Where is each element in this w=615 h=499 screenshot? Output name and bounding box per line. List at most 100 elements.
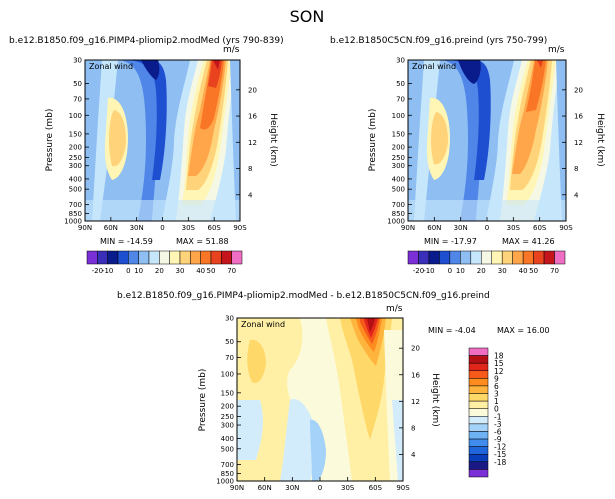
panel-2-y2-axis-label: Height (km) [595,113,605,167]
x-tick-label: 60S [533,224,547,232]
colorbar-label: -10 [423,267,434,275]
panel-2-easterly-max [458,60,481,84]
colorbar-swatch [468,438,489,447]
panel-1-sh-jet-max [213,60,220,70]
colorbar-label: 0 [494,405,499,414]
panel-1-field [85,60,240,221]
colorbar-swatch [470,250,482,265]
panel-3-tropical-negative [280,399,317,481]
colorbar-swatch [107,250,119,265]
y-tick-label: 30 [396,57,405,65]
colorbar-swatch [460,250,472,265]
colorbar-label: -10 [102,267,113,275]
colorbar-label: 50 [207,267,216,275]
colorbar-label: 6 [494,382,499,391]
x-tick-label: 30N [454,224,468,232]
panel-2-title: b.e12.B1850C5CN.f09_g16.preind (yrs 750-… [330,36,547,46]
colorbar-label: -15 [494,450,506,459]
panel-1-colorbar: -20-10 0 10 20 30 40 50 70 [86,250,243,275]
x-tick-label: 90S [396,484,410,492]
colorbar-swatch [468,408,489,417]
y-tick-label: 50 [73,80,82,88]
y-tick-label: 200 [221,403,234,411]
colorbar-label: 3 [494,390,499,399]
colorbar-label: 50 [529,267,538,275]
x-tick-label: 30S [507,224,521,232]
x-tick-label: 0 [318,484,322,492]
panel-3-y-axis-label: Pressure (mb) [198,369,208,432]
y2-tick-label: 4 [574,191,579,199]
colorbar-label: 40 [519,267,528,275]
y-tick-label: 30 [225,315,234,323]
colorbar-swatch [148,250,160,265]
y2-tick-label: 4 [248,191,253,199]
colorbar-swatch [468,416,489,425]
panel-3-y2-ticks: 20 16 12 8 4 [399,345,420,459]
x-tick-label: 30N [285,484,299,492]
colorbar-swatch [138,250,150,265]
panel-1-y2-axis-label: Height (km) [268,113,278,167]
colorbar-label: 20 [155,267,164,275]
panel-2-sh-jet-dark-orange [526,60,546,112]
colorbar-swatch [554,250,566,265]
y-tick-label: 1000 [64,218,82,226]
panel-2-sp-band [556,60,566,221]
panel-2-y2-ticks: 20 16 12 8 4 [562,86,583,199]
colorbar-label: 9 [494,374,499,383]
colorbar-swatch [468,347,489,356]
y-tick-label: 100 [221,370,234,378]
panel-2-sh-jet-red [537,60,543,68]
x-tick-label: 60N [258,484,272,492]
colorbar-swatch [468,393,489,402]
panel-2-field-label: Zonal wind [412,62,456,71]
colorbar-label: 10 [134,267,143,275]
colorbar-swatch [468,378,489,387]
panel-2-x-ticks: 90N 60N 30N 0 30S 60S 90S [401,217,573,232]
colorbar-label: -9 [494,435,502,444]
colorbar-swatch [468,446,489,455]
colorbar-swatch [86,250,98,265]
panel-1-tropical-easterlies-core [128,60,167,180]
colorbar-swatch [468,385,489,394]
colorbar-swatch [468,370,489,379]
season-title: SON [290,7,325,26]
colorbar-swatch [439,250,451,265]
colorbar-swatch [468,431,489,440]
colorbar-swatch [407,250,419,265]
y2-tick-label: 12 [411,398,420,406]
panel-3-nh-negative-band [237,400,263,460]
panel-2-surface-band [408,200,566,221]
y-tick-label: 100 [69,112,82,120]
colorbar-swatch [128,250,139,265]
colorbar-label: 10 [456,267,465,275]
x-tick-label: 60S [207,224,221,232]
panel-2-max-label: MAX = 41.26 [502,237,555,246]
y-tick-label: 1000 [216,478,234,486]
colorbar-swatch [468,423,489,432]
panel-1-sp-band [230,60,240,221]
x-tick-label: 30S [341,484,355,492]
colorbar-label: -20 [413,267,424,275]
y2-tick-label: 12 [574,139,583,147]
panel-3-title: b.e12.B1850.f09_g16.PIMP4-pliomip2.modMe… [117,291,490,301]
colorbar-swatch [543,250,555,265]
colorbar-swatch [169,250,181,265]
colorbar-swatch [221,250,232,265]
panel-2-tropical-easterlies-core [450,60,491,180]
colorbar-swatch [210,250,222,265]
y-tick-label: 70 [396,95,405,103]
y-tick-label: 250 [69,154,82,162]
y-tick-label: 850 [221,470,234,478]
panel-1-nh-jet-core [109,110,126,167]
x-tick-label: 90N [230,484,244,492]
x-tick-label: 0 [485,224,489,232]
y2-tick-label: 20 [248,86,257,94]
colorbar-swatch [428,250,440,265]
y-tick-label: 400 [221,435,234,443]
panel-3-field [237,318,403,481]
panel-3-tropical-negative-core [310,419,326,481]
